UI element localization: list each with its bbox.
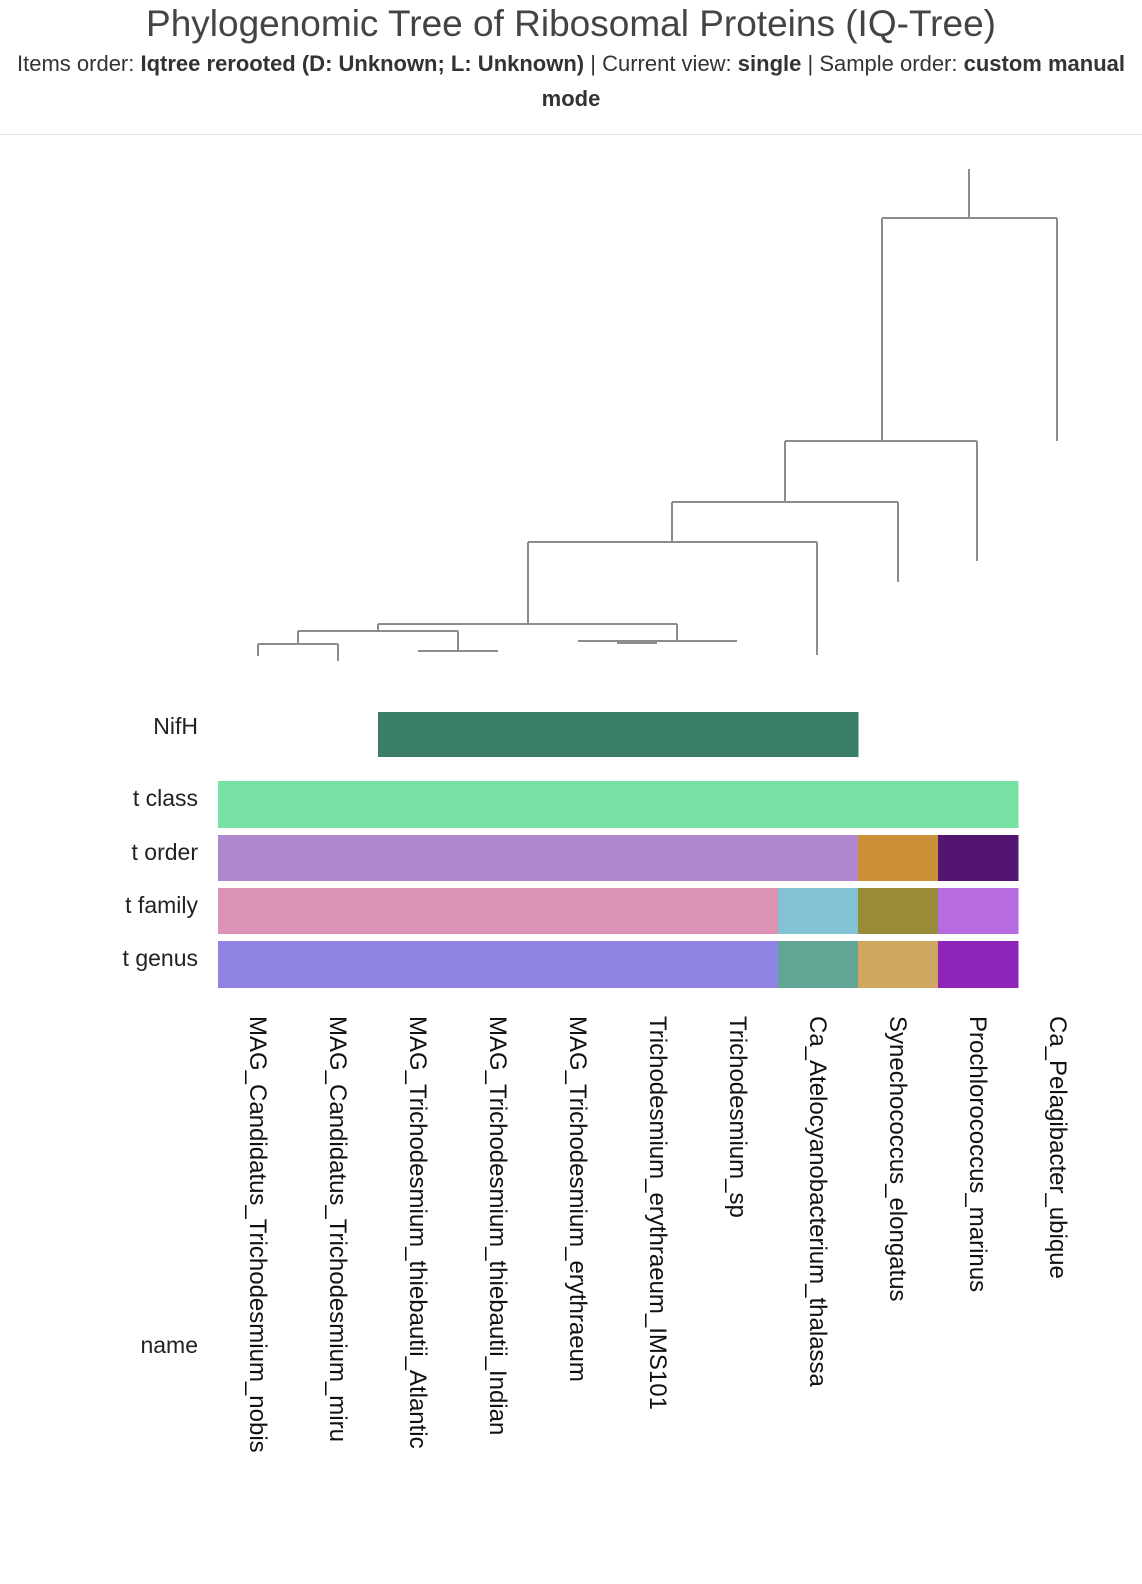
layer-tile-genus[interactable] <box>538 941 619 988</box>
layer-tile-genus[interactable] <box>858 941 939 988</box>
layer-tile-nifh[interactable] <box>458 712 539 757</box>
layer-tile-family[interactable] <box>618 888 699 934</box>
layer-label-t-class: t class <box>133 785 198 811</box>
layer-tile-genus[interactable] <box>458 941 539 988</box>
layer-tile-class[interactable] <box>218 781 299 828</box>
page-header: Phylogenomic Tree of Ribosomal Proteins … <box>0 0 1142 116</box>
layer-tile-nifh[interactable] <box>538 712 619 757</box>
layer-tile-family[interactable] <box>938 888 1019 934</box>
layer-tile-genus[interactable] <box>298 941 379 988</box>
layer-tile-class[interactable] <box>778 781 859 828</box>
item-name-label[interactable]: Trichodesmium_sp <box>724 1016 751 1218</box>
tree-branch-tricho <box>377 623 678 640</box>
item-name-label[interactable]: MAG_Trichodesmium_erythraeum <box>564 1016 591 1382</box>
layer-tile-class[interactable] <box>858 781 939 828</box>
layer-tile-family[interactable] <box>298 888 379 934</box>
layer-tile-class[interactable] <box>378 781 459 828</box>
layer-tile-genus[interactable] <box>698 941 779 988</box>
tree-branch-candidatus <box>257 643 339 661</box>
layer-tile-nifh[interactable] <box>698 712 779 757</box>
items-order-label: Items order: <box>17 51 141 76</box>
layer-tile-class[interactable] <box>618 781 699 828</box>
layer-tile-order[interactable] <box>698 835 779 881</box>
layer-label-nifh: NifH <box>153 713 198 739</box>
view-settings-line: Items order: Iqtree rerooted (D: Unknown… <box>0 46 1142 116</box>
layer-tile-order[interactable] <box>458 835 539 881</box>
items-order-value: Iqtree rerooted (D: Unknown; L: Unknown) <box>140 51 585 76</box>
item-name-label[interactable]: MAG_Candidatus_Trichodesmium_nobis <box>244 1016 271 1453</box>
layer-tile-family[interactable] <box>458 888 539 934</box>
layer-tile-class[interactable] <box>458 781 539 828</box>
item-name-label[interactable]: MAG_Trichodesmium_thiebautii_Indian <box>484 1016 511 1435</box>
layer-tile-genus[interactable] <box>378 941 459 988</box>
item-name-label[interactable]: Synechococcus_elongatus <box>884 1016 911 1302</box>
layer-tile-nifh[interactable] <box>778 712 859 757</box>
page-title: Phylogenomic Tree of Ribosomal Proteins … <box>146 3 996 44</box>
item-name-label[interactable]: MAG_Trichodesmium_thiebautii_Atlantic <box>404 1016 431 1449</box>
layer-tile-class[interactable] <box>538 781 619 828</box>
item-name-label[interactable]: Ca_Atelocyanobacterium_thalassa <box>804 1016 831 1388</box>
layer-tile-order[interactable] <box>378 835 459 881</box>
layer-tile-family[interactable] <box>218 888 299 934</box>
item-name-label[interactable]: MAG_Candidatus_Trichodesmium_miru <box>324 1016 351 1442</box>
layer-tile-class[interactable] <box>938 781 1019 828</box>
layer-tile-family[interactable] <box>778 888 859 934</box>
layer-tile-genus[interactable] <box>218 941 299 988</box>
tree-branch-root <box>881 217 1058 441</box>
layer-label-t-order: t order <box>132 839 199 865</box>
layer-tile-order[interactable] <box>538 835 619 881</box>
dendrogram[interactable] <box>257 169 1058 661</box>
layer-tile-order[interactable] <box>298 835 379 881</box>
layer-tile-genus[interactable] <box>938 941 1019 988</box>
layer-tile-nifh[interactable] <box>618 712 699 757</box>
current-view-value: single <box>737 51 802 76</box>
layer-label-name: name <box>140 1332 198 1358</box>
tree-branch-ims <box>578 640 737 644</box>
tree-branch-ucyn <box>527 541 818 655</box>
sample-order-label: | Sample order: <box>801 51 964 76</box>
layer-label-t-genus: t genus <box>123 945 198 971</box>
layer-tile-order[interactable] <box>778 835 859 881</box>
current-view-label: | Current view: <box>584 51 738 76</box>
layer-tile-family[interactable] <box>858 888 939 934</box>
item-name-label[interactable]: Ca_Pelagibacter_ubique <box>1044 1016 1071 1279</box>
item-names: MAG_Candidatus_Trichodesmium_nobis MAG_Ca… <box>244 1016 1071 1453</box>
layer-tile-order[interactable] <box>618 835 699 881</box>
layer-tile-order[interactable] <box>858 835 939 881</box>
item-name-label[interactable]: Trichodesmium_erythraeum_IMS101 <box>644 1016 671 1410</box>
layer-tile-nifh[interactable] <box>378 712 459 757</box>
layer-label-t-family: t family <box>125 892 198 918</box>
layer-tile-family[interactable] <box>538 888 619 934</box>
layer-tile-class[interactable] <box>298 781 379 828</box>
tree-branch-syn <box>671 501 899 582</box>
layer-tile-family[interactable] <box>698 888 779 934</box>
layer-tile-class[interactable] <box>698 781 779 828</box>
layer-tile-genus[interactable] <box>778 941 859 988</box>
layer-tile-genus[interactable] <box>618 941 699 988</box>
layer-tile-order[interactable] <box>938 835 1019 881</box>
sample-order-value: custom manual mode <box>541 51 1125 111</box>
tree-branch-cyano <box>784 440 978 561</box>
header-divider <box>0 134 1142 135</box>
layer-tile-order[interactable] <box>218 835 299 881</box>
layer-tile-family[interactable] <box>378 888 459 934</box>
item-name-label[interactable]: Prochlorococcus_marinus <box>964 1016 991 1292</box>
layers[interactable] <box>218 712 1019 988</box>
tree-branch-thiebautii <box>297 630 498 652</box>
